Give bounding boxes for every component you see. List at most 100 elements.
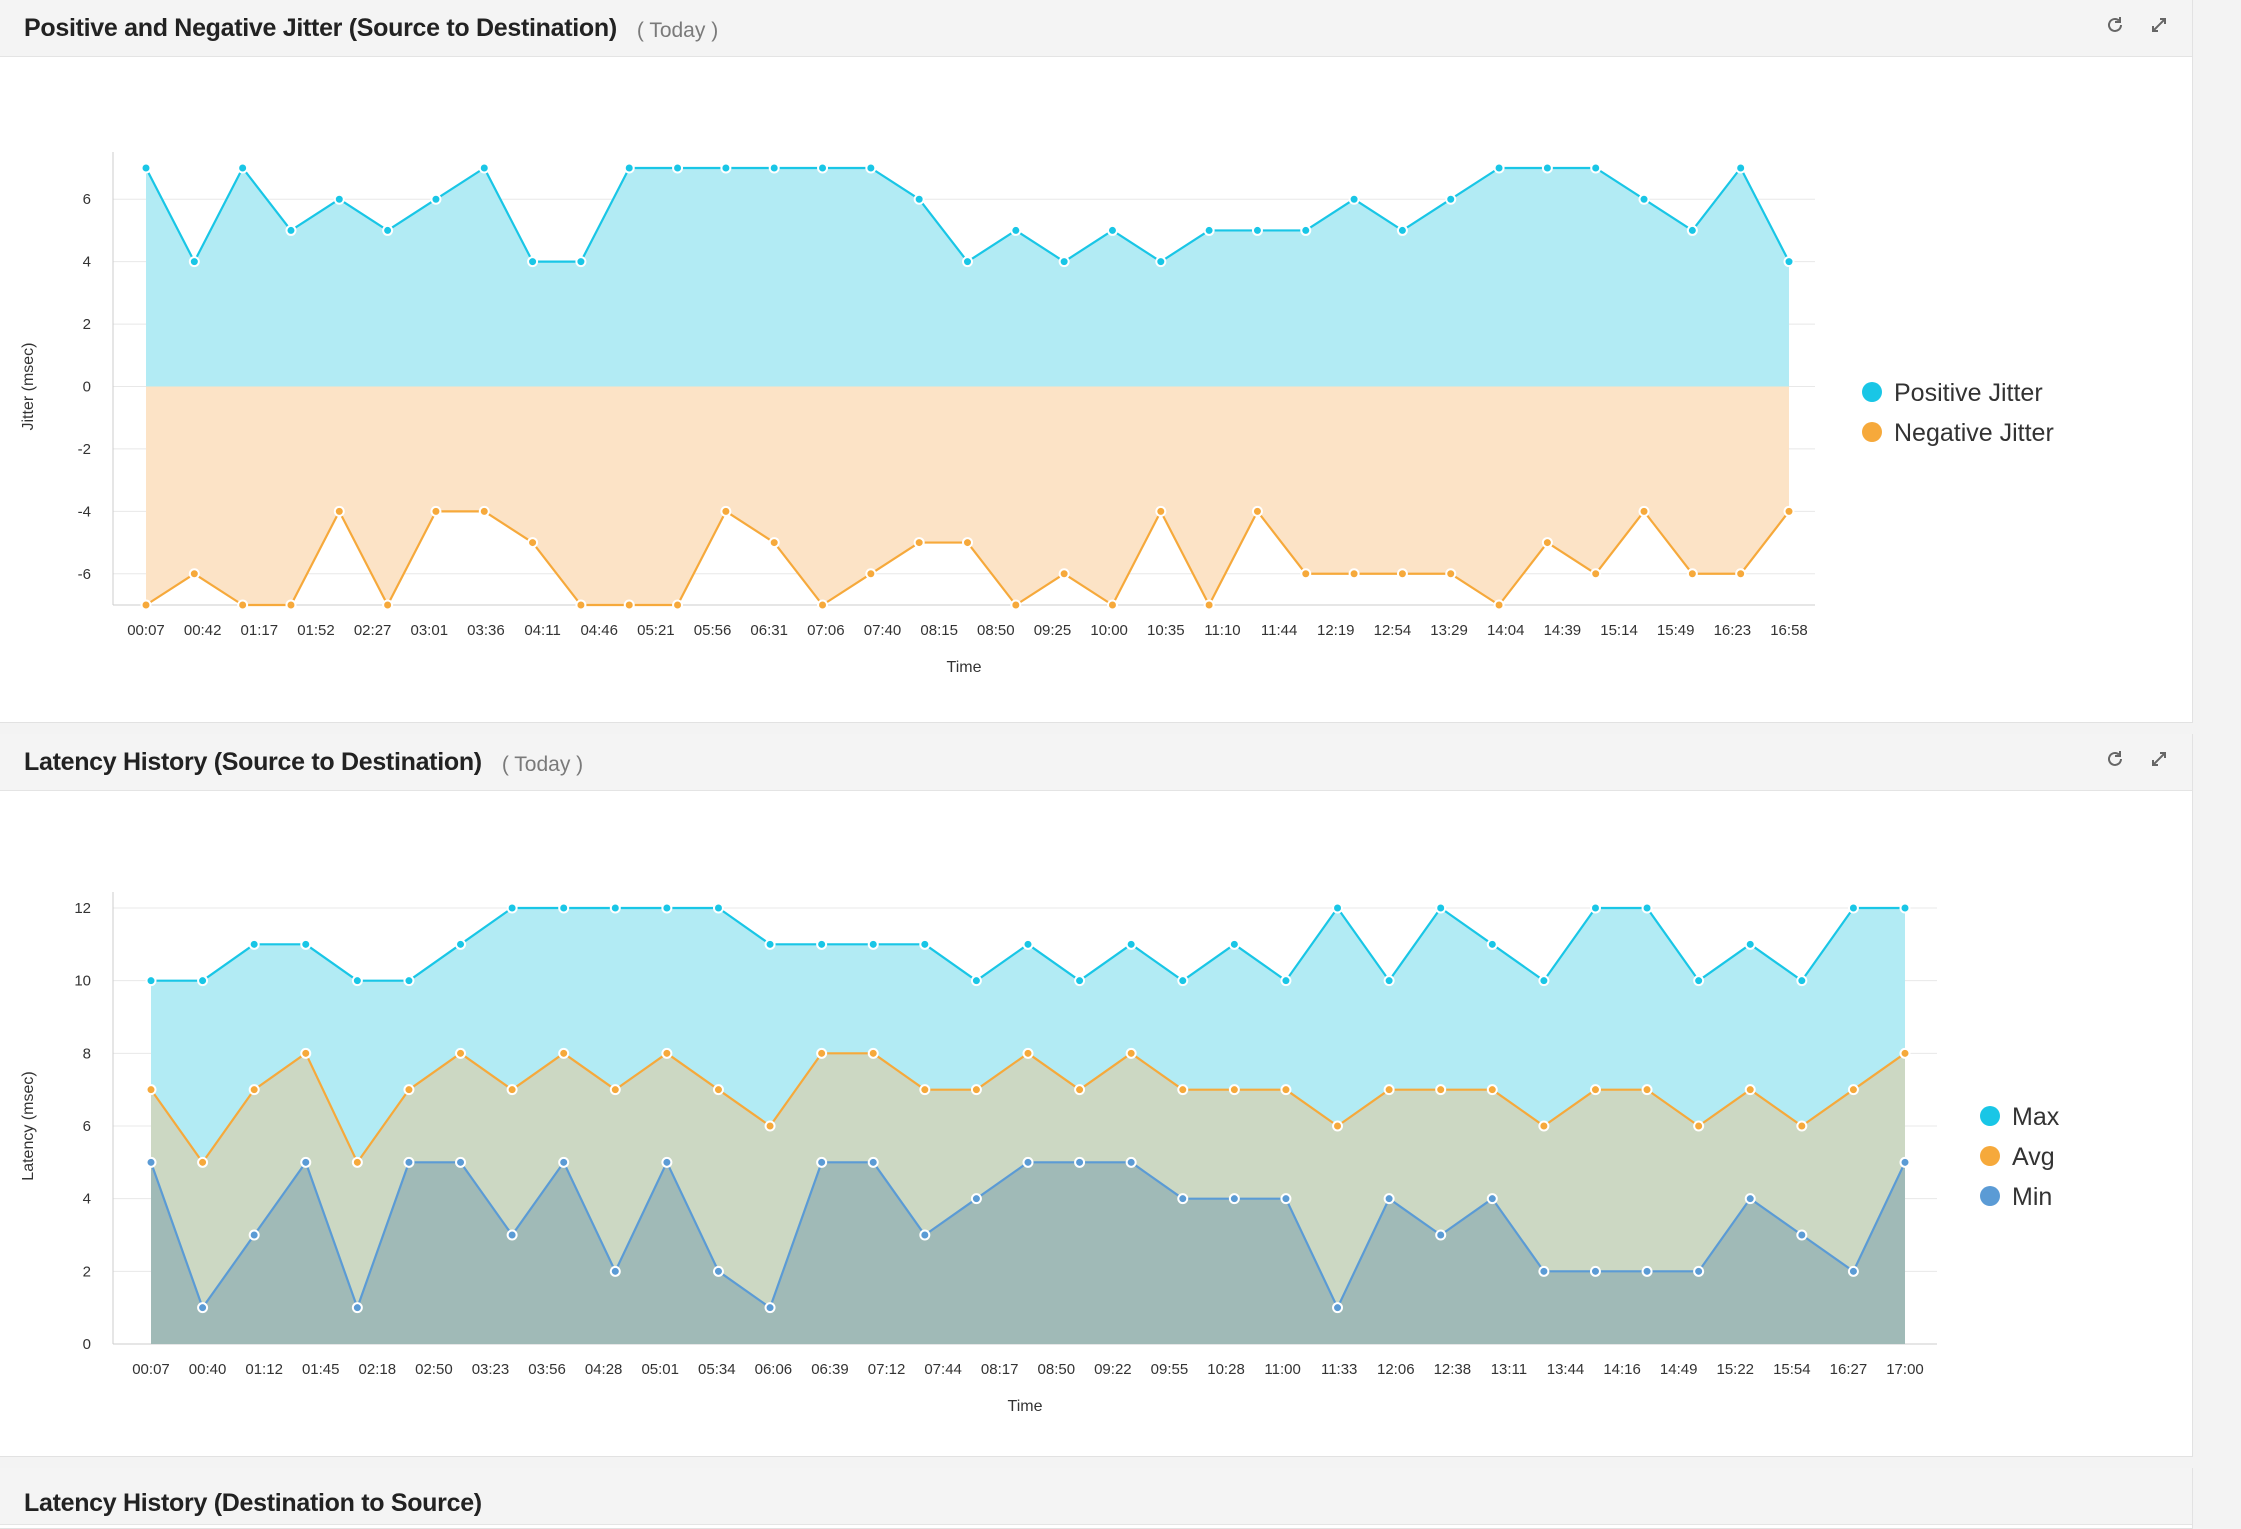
x-tick-label: 05:21 bbox=[637, 622, 675, 639]
latency-dest-panel: Latency History (Destination to Source) bbox=[0, 1468, 2193, 1529]
latency-dest-panel-header: Latency History (Destination to Source) bbox=[0, 1468, 2192, 1525]
y-tick-label: -2 bbox=[78, 441, 91, 458]
data-point bbox=[1203, 599, 1215, 611]
data-point bbox=[1074, 975, 1086, 987]
x-tick-label: 07:44 bbox=[924, 1361, 962, 1378]
panel-title: Positive and Negative Jitter (Source to … bbox=[24, 13, 617, 42]
y-tick-label: 4 bbox=[83, 1191, 91, 1208]
data-point bbox=[919, 1084, 931, 1096]
data-point bbox=[816, 1156, 828, 1168]
legend-marker bbox=[1862, 422, 1882, 442]
data-point bbox=[1847, 1265, 1859, 1277]
data-point bbox=[1058, 568, 1070, 580]
data-point bbox=[1155, 256, 1167, 268]
x-tick-label: 14:04 bbox=[1487, 622, 1525, 639]
data-point bbox=[768, 537, 780, 549]
latency-panel-header: Latency History (Source to Destination) … bbox=[0, 734, 2192, 791]
data-point bbox=[1735, 568, 1747, 580]
data-point bbox=[140, 162, 152, 174]
data-point bbox=[970, 975, 982, 987]
data-point bbox=[430, 505, 442, 517]
refresh-icon[interactable] bbox=[2102, 12, 2128, 38]
data-point bbox=[1847, 902, 1859, 914]
data-point bbox=[1332, 1302, 1344, 1314]
jitter-panel-header: Positive and Negative Jitter (Source to … bbox=[0, 0, 2192, 57]
y-tick-label: 6 bbox=[83, 191, 91, 208]
x-tick-label: 03:56 bbox=[528, 1361, 566, 1378]
x-tick-label: 10:00 bbox=[1090, 622, 1128, 639]
data-point bbox=[1493, 162, 1505, 174]
data-point bbox=[351, 975, 363, 987]
data-point bbox=[1022, 1047, 1034, 1059]
y-tick-label: 6 bbox=[83, 1118, 91, 1135]
data-point bbox=[1125, 938, 1137, 950]
data-point bbox=[1735, 162, 1747, 174]
series-area bbox=[146, 168, 1789, 387]
expand-icon[interactable] bbox=[2146, 12, 2172, 38]
data-point bbox=[609, 1084, 621, 1096]
series-min bbox=[145, 1156, 1911, 1344]
expand-icon[interactable] bbox=[2146, 746, 2172, 772]
x-tick-label: 17:00 bbox=[1886, 1361, 1924, 1378]
x-tick-label: 13:11 bbox=[1491, 1361, 1527, 1378]
data-point bbox=[1177, 975, 1189, 987]
data-point bbox=[1348, 193, 1360, 205]
data-point bbox=[712, 902, 724, 914]
data-point bbox=[1693, 1265, 1705, 1277]
data-point bbox=[1899, 1047, 1911, 1059]
data-point bbox=[816, 1047, 828, 1059]
data-point bbox=[1589, 1084, 1601, 1096]
data-point bbox=[913, 193, 925, 205]
data-point bbox=[382, 224, 394, 236]
data-point bbox=[1445, 193, 1457, 205]
x-tick-label: 12:38 bbox=[1434, 1361, 1472, 1378]
data-point bbox=[455, 938, 467, 950]
data-point bbox=[712, 1265, 724, 1277]
x-tick-label: 06:39 bbox=[811, 1361, 849, 1378]
data-point bbox=[1396, 224, 1408, 236]
legend-label: Avg bbox=[2012, 1143, 2055, 1171]
data-point bbox=[712, 1084, 724, 1096]
data-point bbox=[1589, 902, 1601, 914]
data-point bbox=[1541, 162, 1553, 174]
x-tick-label: 10:28 bbox=[1207, 1361, 1245, 1378]
data-point bbox=[300, 1047, 312, 1059]
x-tick-label: 14:49 bbox=[1660, 1361, 1698, 1378]
data-point bbox=[1899, 1156, 1911, 1168]
data-point bbox=[1783, 505, 1795, 517]
x-tick-label: 15:22 bbox=[1716, 1361, 1754, 1378]
legend-label: Max bbox=[2012, 1103, 2060, 1131]
y-tick-label: 12 bbox=[74, 900, 91, 917]
legend-label: Positive Jitter bbox=[1894, 379, 2043, 407]
data-point bbox=[506, 1084, 518, 1096]
data-point bbox=[1796, 975, 1808, 987]
x-tick-label: 12:19 bbox=[1317, 622, 1355, 639]
x-tick-label: 13:29 bbox=[1430, 622, 1468, 639]
x-tick-label: 08:50 bbox=[1038, 1361, 1076, 1378]
data-point bbox=[1280, 1084, 1292, 1096]
data-point bbox=[478, 162, 490, 174]
x-tick-label: 00:40 bbox=[189, 1361, 227, 1378]
x-tick-label: 09:25 bbox=[1034, 622, 1072, 639]
data-point bbox=[672, 162, 684, 174]
panel-title: Latency History (Destination to Source) bbox=[24, 1488, 482, 1517]
data-point bbox=[623, 162, 635, 174]
data-point bbox=[575, 256, 587, 268]
data-point bbox=[1155, 505, 1167, 517]
x-tick-label: 09:22 bbox=[1094, 1361, 1132, 1378]
legend-marker bbox=[1980, 1186, 2000, 1206]
x-axis-title: Time bbox=[947, 659, 982, 676]
x-tick-label: 07:40 bbox=[864, 622, 902, 639]
x-tick-label: 15:49 bbox=[1657, 622, 1695, 639]
data-point bbox=[1106, 224, 1118, 236]
y-tick-label: 4 bbox=[83, 254, 91, 271]
x-tick-label: 12:54 bbox=[1374, 622, 1412, 639]
data-point bbox=[1280, 975, 1292, 987]
x-tick-label: 03:01 bbox=[411, 622, 449, 639]
data-point bbox=[1435, 902, 1447, 914]
refresh-icon[interactable] bbox=[2102, 746, 2128, 772]
legend: Max Avg Min bbox=[1980, 1103, 2060, 1211]
data-point bbox=[1641, 1265, 1653, 1277]
data-point bbox=[764, 938, 776, 950]
data-point bbox=[1486, 1084, 1498, 1096]
